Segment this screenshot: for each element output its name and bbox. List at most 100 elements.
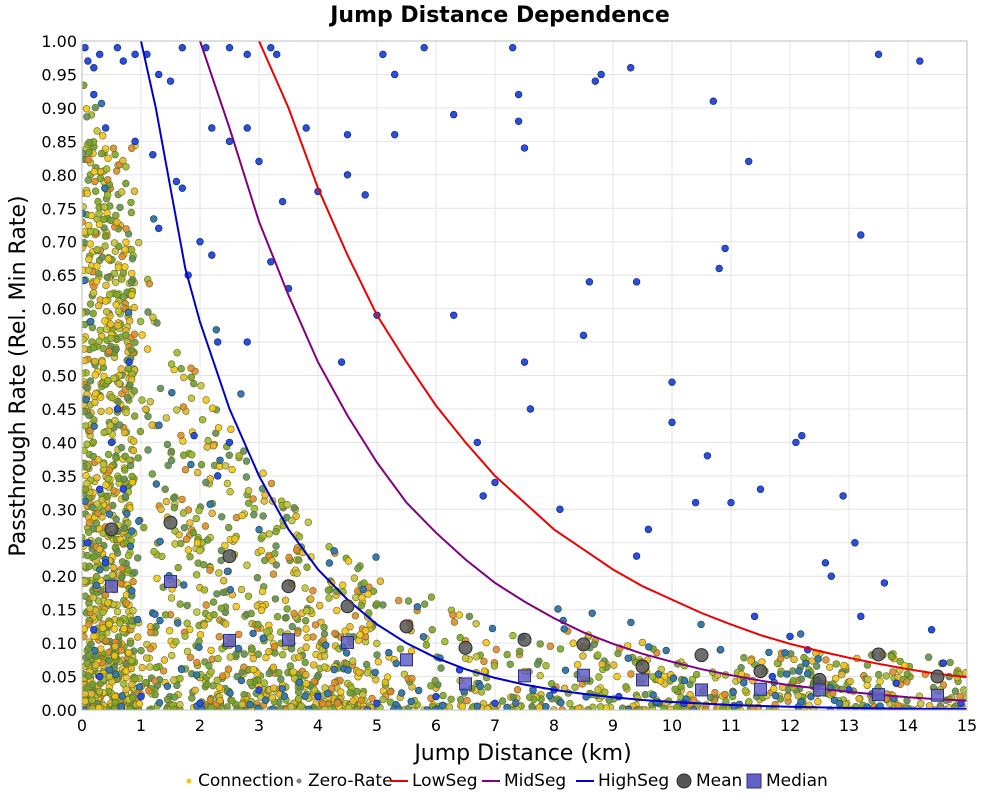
connection-point [812, 662, 821, 670]
connection-point [325, 559, 334, 567]
connection-point [225, 451, 234, 459]
connection-point [224, 665, 233, 673]
connection-point [295, 678, 303, 686]
legend-label: LowSeg [412, 771, 478, 791]
connection-point [114, 307, 123, 316]
connection-point [574, 704, 583, 710]
connection-point [330, 547, 338, 555]
connection-point [492, 645, 500, 654]
connection-point [155, 698, 164, 707]
legend-swatch-zero-rate [296, 778, 302, 784]
connection-point [85, 562, 94, 570]
legend-item-high-seg: HighSeg [576, 771, 669, 791]
highseg-point [361, 191, 369, 199]
connection-point [130, 187, 139, 195]
connection-point [82, 533, 86, 542]
connection-point [116, 619, 124, 627]
connection-point [91, 371, 100, 379]
connection-point [146, 645, 155, 653]
connection-point [421, 600, 429, 608]
connection-point [187, 373, 196, 381]
legend-label: Zero-Rate [308, 771, 393, 791]
connection-point [294, 688, 303, 696]
connection-point [638, 638, 647, 647]
connection-point [560, 625, 568, 633]
connection-point [159, 667, 168, 675]
connection-point [137, 646, 145, 655]
connection-point [98, 358, 106, 366]
connection-point [249, 665, 258, 674]
connection-point [102, 481, 110, 489]
connection-point [83, 440, 91, 448]
connection-point [82, 345, 88, 353]
connection-point [259, 531, 267, 540]
highseg-point [155, 224, 163, 233]
connection-point [85, 519, 94, 527]
connection-point [214, 654, 222, 663]
connection-point [170, 705, 178, 710]
connection-point [542, 661, 550, 670]
connection-point [96, 566, 104, 574]
connection-point [536, 671, 544, 680]
y-tick-label: 0.70 [41, 233, 77, 252]
connection-point [102, 308, 111, 316]
connection-point [281, 596, 290, 604]
connection-point [86, 300, 95, 308]
connection-point [656, 677, 665, 685]
connection-point [116, 580, 125, 588]
connection-point [261, 491, 269, 499]
highseg-point [196, 699, 204, 708]
legend-swatch-median [746, 773, 762, 789]
connection-point [89, 438, 98, 446]
connection-point [152, 663, 161, 672]
connection-point [95, 269, 103, 278]
connection-point [835, 699, 844, 708]
highseg-point [526, 405, 535, 413]
connection-point [237, 676, 246, 685]
connection-point [130, 330, 139, 338]
connection-point [82, 149, 87, 158]
connection-point [151, 610, 159, 618]
highseg-point [432, 692, 440, 701]
connection-point [594, 651, 602, 659]
connection-point [302, 643, 310, 651]
scatter-points [82, 41, 967, 710]
highseg-point [119, 485, 128, 493]
connection-point [163, 695, 172, 704]
connection-point [322, 641, 330, 649]
connection-point [385, 648, 393, 657]
connection-point [82, 471, 90, 480]
connection-point [476, 682, 484, 690]
highseg-point [709, 97, 717, 105]
connection-point [627, 670, 635, 678]
connection-point [128, 269, 136, 278]
mean-marker [458, 640, 473, 655]
connection-point [82, 356, 89, 365]
connection-point [376, 577, 385, 585]
highseg-point [391, 130, 399, 139]
highseg-point [190, 432, 198, 440]
highseg-point [632, 278, 641, 286]
connection-point [99, 460, 108, 468]
connection-point [202, 396, 210, 404]
connection-point [89, 344, 98, 352]
connection-point [316, 601, 324, 610]
connection-point [95, 210, 103, 218]
connection-point [238, 511, 246, 520]
connection-point [244, 592, 253, 600]
connection-point [355, 668, 363, 676]
connection-point [795, 667, 803, 675]
connection-point [160, 656, 169, 664]
highseg-point [214, 472, 222, 480]
highseg-point [84, 57, 92, 65]
connection-point [305, 705, 313, 710]
connection-point [288, 622, 296, 631]
connection-point [134, 633, 142, 641]
connection-point [808, 657, 816, 665]
connection-point [379, 695, 387, 704]
connection-point [187, 394, 196, 402]
y-tick-label: 0.50 [41, 367, 77, 386]
connection-point [104, 376, 112, 385]
highseg-point [703, 452, 712, 460]
connection-point [170, 504, 179, 512]
